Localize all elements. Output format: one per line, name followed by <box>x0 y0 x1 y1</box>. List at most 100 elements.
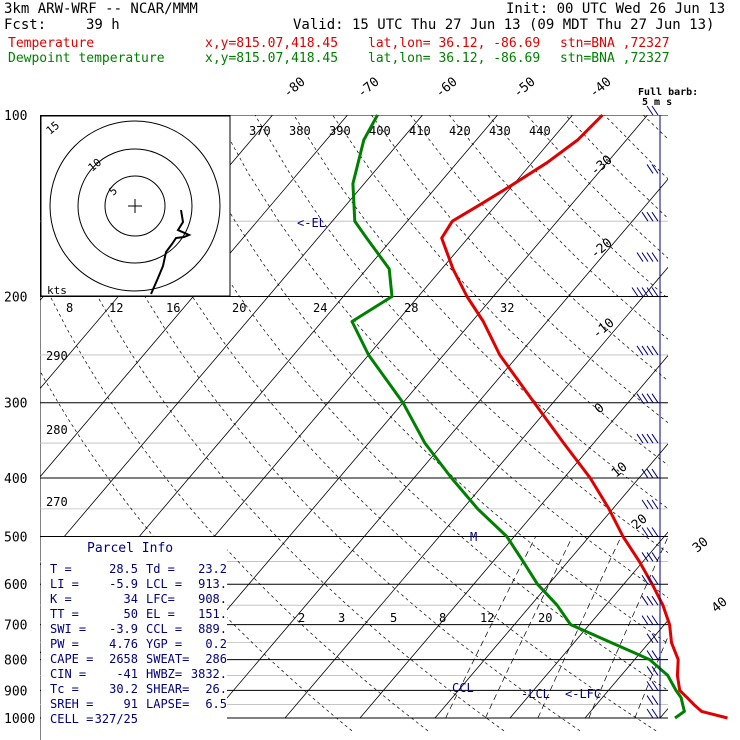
isotherm-line <box>434 443 668 719</box>
wind-barb <box>651 552 659 562</box>
mixing-ratio-label: 5 <box>390 611 397 625</box>
mixing-ratio-label: 8 <box>439 611 446 625</box>
theta-label: 370 <box>249 124 271 138</box>
wind-barb <box>641 468 649 479</box>
hodograph-ring <box>49 120 221 292</box>
wind-barb <box>646 287 654 297</box>
theta-label: 380 <box>289 124 311 138</box>
wind-barb <box>651 105 659 116</box>
mixing-ratio-line <box>537 536 622 719</box>
parcel-info-label: SREH = <box>50 697 93 711</box>
isotherm-label: -70 <box>355 74 383 101</box>
wind-barb <box>636 287 644 297</box>
wind-barb <box>641 252 649 262</box>
isotherm-line <box>40 115 423 566</box>
hodograph-speed-label: 32 <box>500 301 514 315</box>
barb-legend-title: Full barb: <box>638 87 698 98</box>
wind-barb <box>651 345 659 356</box>
dry-adiabat <box>60 115 581 732</box>
wind-barb <box>631 287 639 297</box>
hodograph-ring <box>104 175 166 237</box>
wind-barb <box>651 499 659 510</box>
parcel-info-value: -41 <box>116 667 138 681</box>
isotherm-line <box>509 531 668 719</box>
ccl-annotation: CCL <box>452 681 474 695</box>
parcel-info-label: LAPSE= <box>146 697 189 711</box>
parcel-info-value: 6.5 <box>205 697 227 711</box>
theta-label: 430 <box>489 124 511 138</box>
wind-barb <box>651 527 659 537</box>
dry-adiabat <box>448 115 668 340</box>
dry-adiabat <box>526 115 668 259</box>
parcel-info-box: Parcel Info T = 28.5 Td = 23.2 LI = -5.9 LCL = 9… <box>41 537 227 740</box>
lfc-annotation: <-LFC <box>565 687 601 701</box>
diagram-grid <box>40 115 668 740</box>
isotherm-label: 20 <box>629 512 651 534</box>
wind-barb <box>651 252 659 262</box>
hodograph-speed-label: 28 <box>404 301 418 315</box>
theta-label: 440 <box>529 124 551 138</box>
parcel-info-value: 23.2 <box>198 562 227 576</box>
pressure-tick-label: 200 <box>4 291 27 306</box>
parcel-info-value: 91 <box>124 697 138 711</box>
pressure-tick-label: 400 <box>4 472 27 487</box>
pressure-tick-label: 600 <box>4 578 27 593</box>
parcel-info-value: 0.2 <box>205 637 227 651</box>
dry-adiabat <box>642 115 668 140</box>
init-time: Init: 00 UTC Wed 26 Jun 13 <box>506 1 726 17</box>
wind-barb <box>651 164 659 174</box>
el-annotation: <-EL <box>297 216 326 230</box>
wind-barb <box>641 527 649 537</box>
valid-time: Valid: 15 UTC Thu 27 Jun 13 (09 MDT Thu … <box>293 17 715 33</box>
dewpoint-xy: x,y=815.07,418.45 <box>205 51 339 66</box>
wind-barb <box>651 595 659 606</box>
isotherm-label: -10 <box>590 315 618 342</box>
dry-adiabat <box>40 273 429 732</box>
dry-adiabat-label: 280 <box>46 423 68 437</box>
wind-barb <box>641 552 649 562</box>
wind-barb <box>646 468 654 479</box>
wind-barb <box>651 633 659 643</box>
mixing-ratio-line <box>485 536 573 719</box>
dry-adiabat <box>215 115 668 599</box>
hodograph-trace <box>150 209 192 295</box>
wind-barb <box>646 527 654 537</box>
wind-barb <box>646 615 654 625</box>
forecast-hour: 39 h <box>86 17 120 33</box>
parcel-info-label: HWBZ= <box>146 667 182 681</box>
temperature-legend: Temperature <box>8 36 95 51</box>
wind-barb <box>646 666 654 676</box>
parcel-info-label: Td = <box>146 562 175 576</box>
pressure-tick-label: 300 <box>4 397 27 412</box>
isotherm-label: -20 <box>588 235 616 262</box>
dewpoint-legend: Dewpoint temperature <box>8 51 165 66</box>
mixing-ratio-line <box>445 536 537 719</box>
parcel-info-label: CCL = <box>146 622 182 636</box>
wind-barb <box>651 574 659 585</box>
wind-barb <box>646 595 654 606</box>
parcel-info-value: -3.9 <box>109 622 138 636</box>
parcel-info-label: CAPE = <box>50 652 93 666</box>
theta-label: 420 <box>449 124 471 138</box>
mixing-ratio-line <box>588 536 668 719</box>
theta-label: 410 <box>409 124 431 138</box>
isotherm-label: -40 <box>587 74 615 101</box>
wind-barb <box>636 345 644 356</box>
hodograph-speed-label: 12 <box>109 301 123 315</box>
dry-adiabat <box>177 115 668 644</box>
wind-barb <box>651 666 659 676</box>
isotherm-label: -60 <box>433 74 461 101</box>
dry-adiabat <box>410 115 668 382</box>
wind-barb <box>636 252 644 262</box>
hodograph-speed-label: 8 <box>66 301 73 315</box>
temperature-profile <box>440 113 728 720</box>
wind-barb <box>651 393 659 403</box>
parcel-info-value: 28.5 <box>109 562 138 576</box>
isotherm-line <box>584 619 668 719</box>
dry-adiabat <box>487 115 668 299</box>
wind-barb <box>646 708 654 719</box>
wind-barb <box>646 252 654 262</box>
mixing-ratio-label: 12 <box>480 611 494 625</box>
isotherm-line <box>40 115 348 478</box>
